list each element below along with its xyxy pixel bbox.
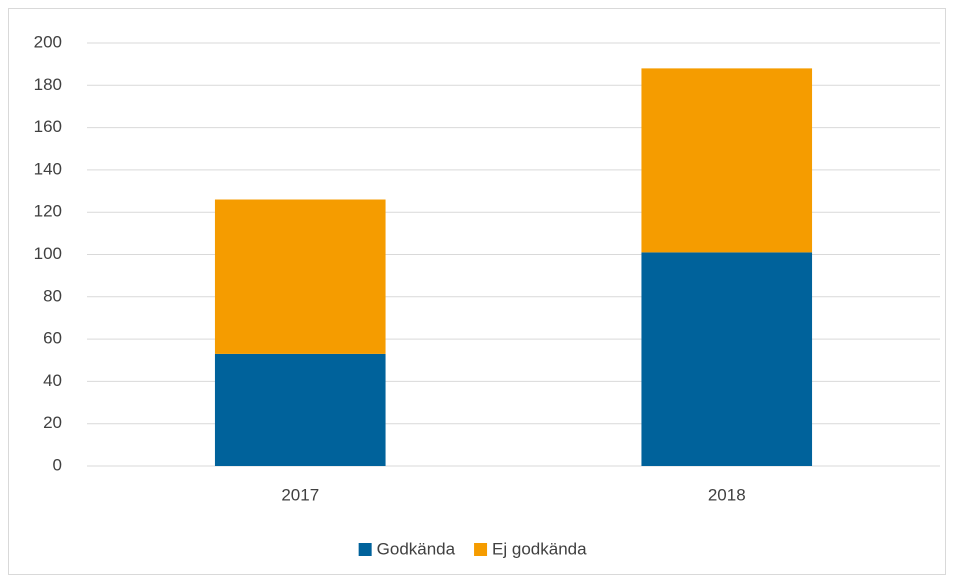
legend-label: Godkända: [377, 539, 456, 558]
y-tick-label: 200: [34, 32, 62, 51]
legend-swatch: [474, 543, 488, 556]
x-tick-label: 2017: [281, 485, 319, 504]
y-tick-label: 20: [43, 413, 62, 432]
y-tick-label: 160: [34, 117, 62, 136]
bar-segment: [641, 252, 813, 466]
y-tick-label: 80: [43, 286, 62, 305]
bar-segment: [214, 199, 386, 354]
y-tick-label: 100: [34, 244, 62, 263]
x-tick-label: 2018: [708, 485, 746, 504]
bar-segment: [641, 68, 813, 253]
y-tick-label: 0: [53, 455, 62, 474]
y-tick-label: 60: [43, 329, 62, 348]
legend-swatch: [358, 543, 372, 556]
bar-segment: [214, 353, 386, 466]
y-tick-label: 120: [34, 202, 62, 221]
y-tick-label: 140: [34, 159, 62, 178]
y-tick-label: 40: [43, 371, 62, 390]
legend-label: Ej godkända: [492, 539, 587, 558]
y-tick-label: 180: [34, 75, 62, 94]
